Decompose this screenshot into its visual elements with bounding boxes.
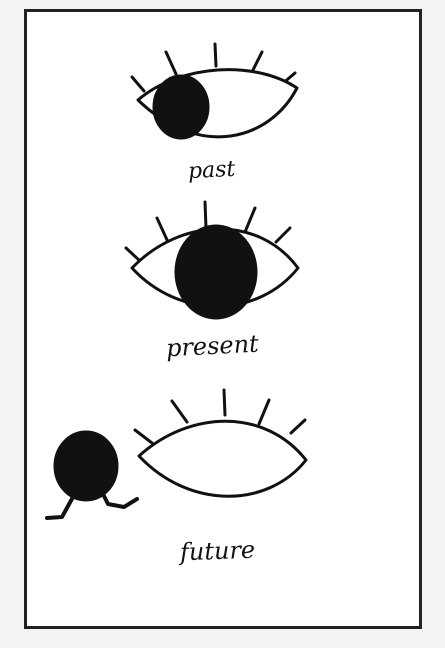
future-eye-lashes xyxy=(133,388,307,445)
present-eye-lashes xyxy=(124,200,292,263)
caption-past: past xyxy=(187,156,236,185)
present-eye-pupil xyxy=(174,224,258,320)
running-pupil xyxy=(45,430,139,520)
present-eye xyxy=(124,200,300,320)
caption-present: present xyxy=(165,329,260,363)
running-pupil-right-leg xyxy=(102,494,139,509)
running-pupil-left-leg xyxy=(45,495,75,520)
caption-future: future xyxy=(179,535,256,567)
past-eye xyxy=(130,42,299,140)
future-eye xyxy=(133,388,308,498)
past-eye-pupil xyxy=(152,74,210,140)
future-eye-outline xyxy=(137,419,308,498)
running-pupil-body xyxy=(53,430,119,502)
past-eye-lashes xyxy=(130,42,297,93)
